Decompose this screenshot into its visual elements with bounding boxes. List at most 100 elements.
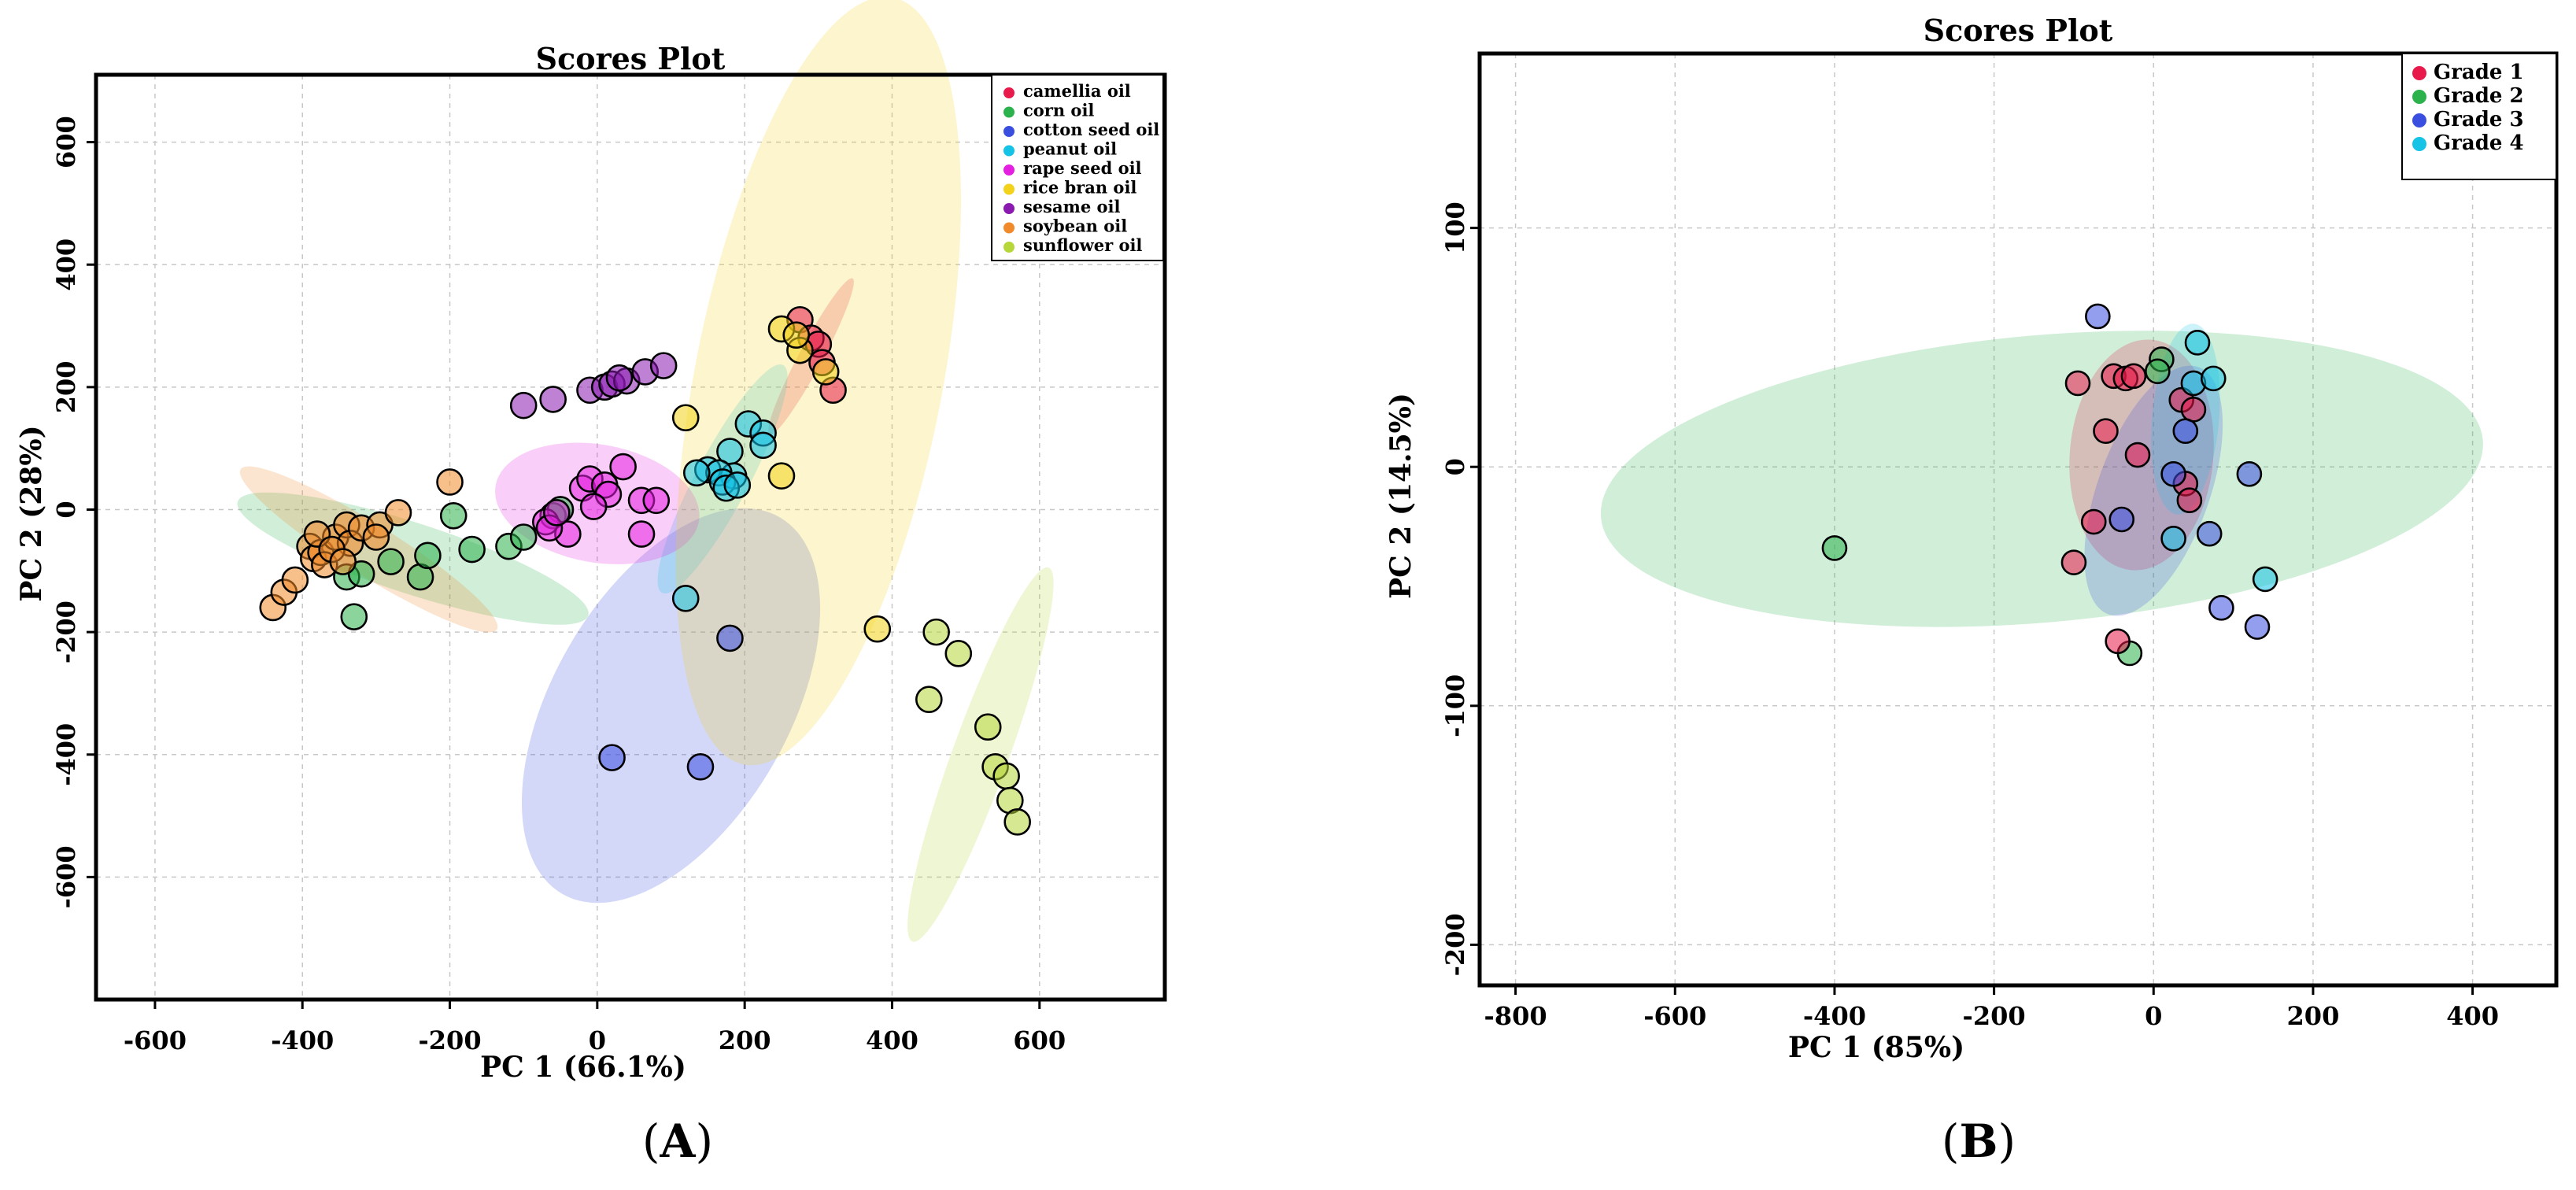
panel-label-letter: A [659,1114,696,1168]
data-point-peanut-oil [723,471,752,499]
legend-label: Grade 4 [2434,131,2524,155]
x-tick-label: -600 [1643,1001,1706,1031]
data-point-grade-3 [2085,303,2111,330]
data-point-grade-3 [2236,461,2263,487]
chart-title: Scores Plot [1924,13,2113,48]
legend-label: corn oil [1023,101,1094,120]
data-point-sunflower-oil [1003,808,1031,836]
legend-marker [2412,137,2426,151]
data-point-grade-4 [2200,365,2227,392]
data-point-cotton-seed-oil [716,624,744,652]
panel-a: -600 -400 -200 0 200 400 600 -600 -400 -200 0 200 40… [15,0,1167,1168]
y-tick-label: -200 [51,601,81,663]
panel-label-close: ) [696,1114,714,1168]
legend-marker [2412,113,2426,128]
data-point-peanut-oil [671,585,700,612]
x-tick-label: 400 [866,1026,918,1055]
x-tick-label: 0 [2145,1001,2162,1031]
y-tick-label: 100 [1440,201,1470,254]
legend-marker [1003,106,1015,118]
x-tick-label: -400 [271,1026,334,1055]
legend-label: Grade 1 [2434,61,2524,84]
data-point-corn-oil [509,523,538,551]
y-tick-label: 400 [51,238,81,291]
data-point-corn-oil [377,548,405,575]
panel-b: -800 -600 -400 -200 0 200 400 -200 -100 0 100 Score… [1384,13,2559,1168]
x-tick-label: -400 [1803,1001,1866,1031]
data-point-cotton-seed-oil [686,753,715,781]
data-point-peanut-oil [682,459,711,487]
data-point-soybean-oil [384,499,412,527]
legend-marker [1003,87,1015,98]
data-point-sesame-oil [539,386,567,413]
data-point-rice-bran-oil [671,404,700,432]
legend-box [2401,53,2557,180]
legend-label: rice bran oil [1023,178,1136,198]
data-point-cotton-seed-oil [598,744,626,771]
data-point-corn-oil [458,535,486,564]
panel-label-open: ( [1942,1114,1960,1168]
data-point-grade-3 [2160,461,2186,487]
data-point-grade-1 [2105,628,2131,655]
legend-marker [1003,203,1015,214]
x-tick-label: 200 [719,1026,771,1055]
data-point-grade-2 [2145,358,2171,385]
data-point-rice-bran-oil [863,615,892,643]
panel-label: (B) [1942,1114,2016,1168]
data-point-rape-seed-oil [609,453,637,481]
x-tick-label: 0 [589,1026,606,1055]
y-tick-label: -100 [1440,674,1470,737]
y-axis-label: PC 2 (28%) [15,425,48,601]
data-point-grade-3 [2196,520,2223,547]
data-point-grade-4 [2184,330,2211,356]
x-tick-label: 200 [2287,1001,2340,1031]
data-point-rape-seed-oil [627,520,656,548]
x-axis-label: PC 1 (66.1%) [480,1051,686,1084]
legend-label: camellia oil [1023,81,1131,101]
x-tick-label: -200 [1963,1001,2026,1031]
confidence-ellipse-sunflower-oil [907,567,1054,942]
legend-marker [2412,66,2426,80]
data-point-grade-1 [2064,370,2091,397]
data-point-corn-oil [414,541,442,570]
data-point-grade-2 [1821,535,1848,561]
data-point-grade-3 [2108,506,2135,533]
data-point-rice-bran-oil [811,358,840,386]
legend-marker [1003,222,1015,234]
x-tick-label: -800 [1484,1001,1547,1031]
data-point-grade-4 [2252,566,2278,593]
legend-label: sesame oil [1023,197,1120,216]
plot-frame [1477,51,2559,988]
confidence-ellipse-soybean-oil [239,466,498,633]
confidence-ellipse-grade-2 [1600,331,2483,627]
data-point-grade-1 [2093,418,2119,444]
data-point-sesame-oil [509,391,538,419]
data-point-corn-oil [439,501,468,530]
data-point-soybean-oil [436,468,464,496]
data-point-sunflower-oil [992,762,1020,790]
data-point-grade-3 [2172,418,2199,444]
chart-title: Scores Plot [536,41,726,76]
confidence-ellipse-cotton-seed-oil [521,508,821,904]
data-point-corn-oil [340,603,368,630]
data-point-grade-1 [2124,442,2151,468]
x-tick-label: 600 [1013,1026,1066,1055]
data-point-sesame-oil [605,364,634,392]
legend-marker [1003,183,1015,195]
legend-label: peanut oil [1023,139,1117,159]
legend-label: Grade 2 [2434,84,2524,108]
y-axis-label: PC 2 (14.5%) [1384,393,1417,599]
legend-marker [1003,242,1015,253]
y-tick-label: 600 [51,116,81,168]
data-point-rice-bran-oil [767,462,796,490]
legend-label: cotton seed oil [1023,120,1159,139]
data-point-sesame-oil [649,352,678,379]
data-point-grade-3 [2208,595,2234,621]
panel-label-open: ( [642,1114,660,1168]
data-point-sunflower-oil [944,640,973,667]
x-tick-label: 400 [2446,1001,2499,1031]
legend-label: sunflower oil [1023,235,1142,255]
data-point-grade-1 [2176,487,2203,514]
data-point-peanut-oil [749,431,777,460]
